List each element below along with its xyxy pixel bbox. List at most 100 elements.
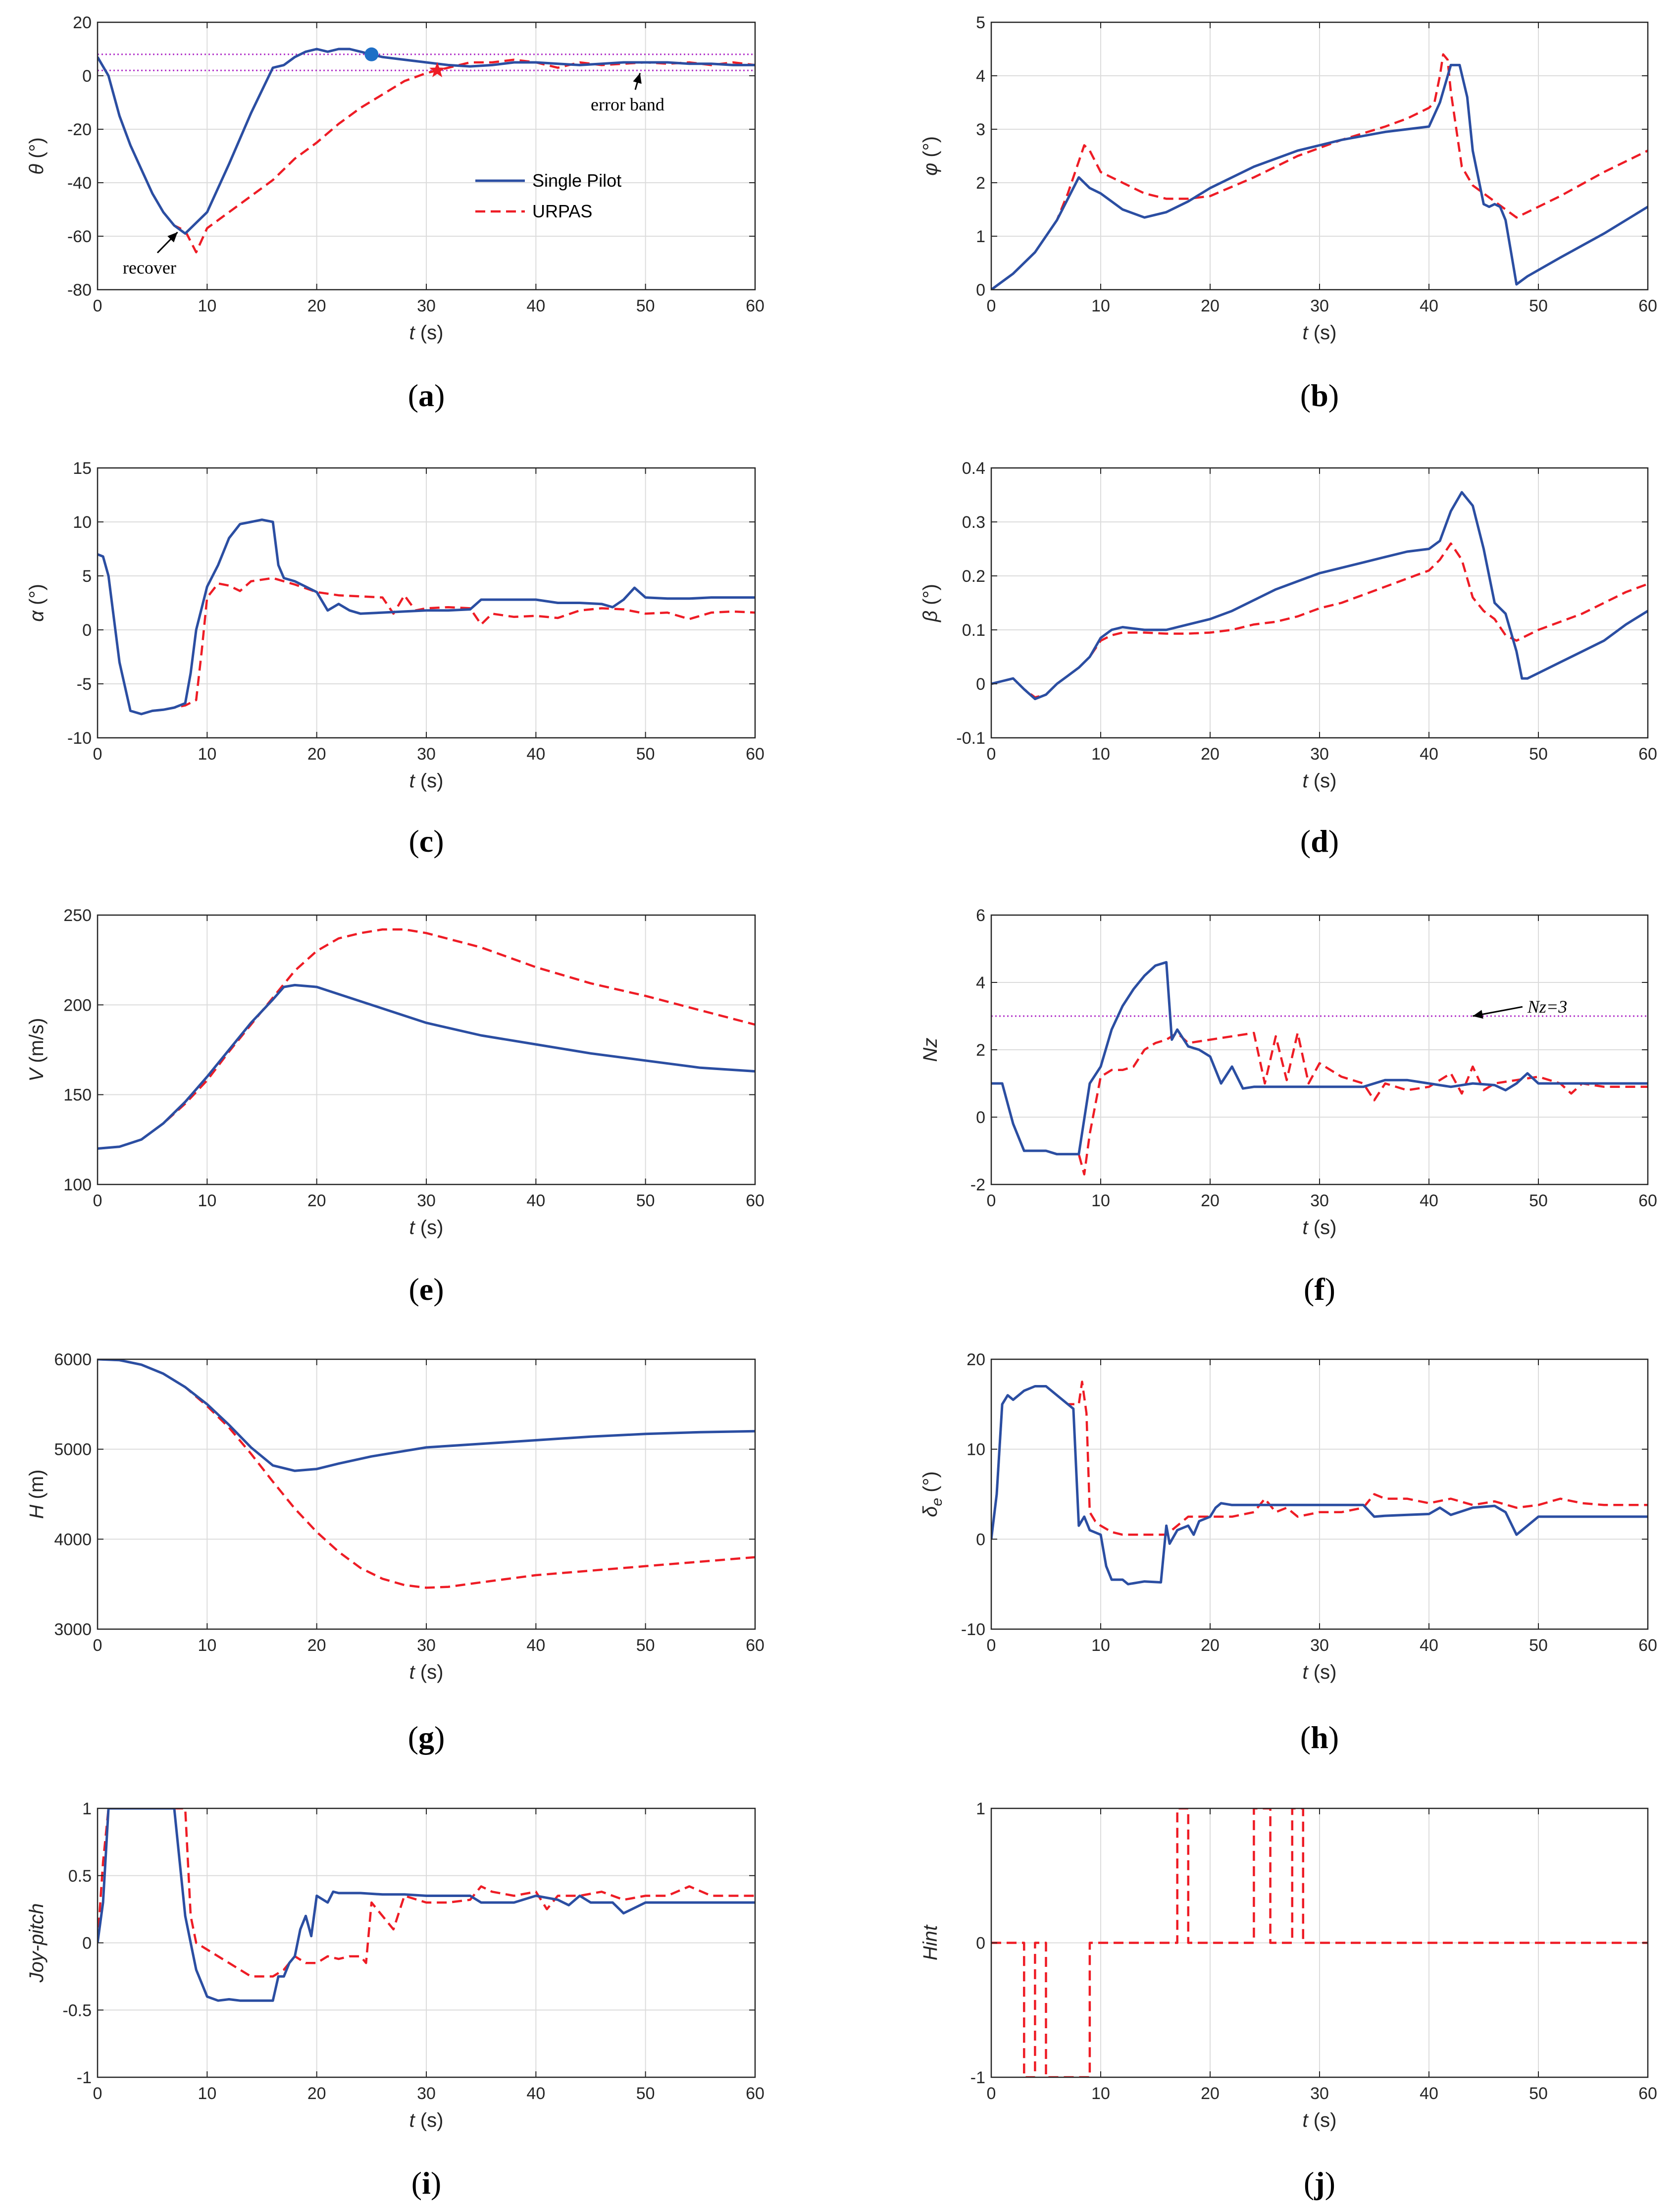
- y-tick-label: 0: [976, 281, 985, 300]
- grid: [991, 468, 1648, 738]
- x-tick-label: 20: [1201, 2084, 1220, 2103]
- x-tick-label: 60: [746, 745, 764, 764]
- y-axis-label: θ (°): [26, 137, 48, 174]
- grid: [98, 1808, 755, 2077]
- grid: [98, 22, 755, 290]
- x-tick-label: 0: [93, 1636, 102, 1655]
- series-line-urpas: [991, 53, 1648, 290]
- x-tick-label: 20: [1201, 1191, 1220, 1210]
- y-tick-label: -0.5: [62, 2001, 92, 2020]
- y-axis-label: δe (°): [919, 1471, 945, 1517]
- panel-label: (i): [411, 2165, 441, 2201]
- grid: [98, 915, 755, 1184]
- x-tick-label: 60: [746, 1191, 764, 1210]
- series-line-single-pilot: [98, 983, 755, 1150]
- y-tick-label: 100: [63, 1176, 92, 1194]
- x-tick-label: 20: [307, 745, 326, 764]
- y-tick-label: -20: [67, 120, 92, 139]
- y-tick-label: 1: [976, 227, 985, 246]
- x-tick-label: 60: [746, 2084, 764, 2103]
- x-tick-label: 0: [93, 745, 102, 764]
- y-axis-label: φ (°): [919, 136, 941, 176]
- x-tick-label: 60: [746, 1636, 764, 1655]
- x-axis-label: t (s): [1303, 1661, 1337, 1683]
- x-tick-label: 20: [307, 1636, 326, 1655]
- series-line-single-pilot: [98, 1359, 755, 1472]
- y-tick-label: 4: [976, 67, 985, 86]
- y-tick-label: -2: [970, 1176, 985, 1194]
- y-axis-label: Nz: [919, 1038, 941, 1062]
- x-tick-label: 10: [1091, 1636, 1110, 1655]
- x-tick-label: 50: [1529, 297, 1548, 315]
- arrow-head: [633, 73, 642, 84]
- series-line-single-pilot: [991, 491, 1648, 700]
- y-axis-label: H (m): [26, 1470, 48, 1519]
- series-line-single-pilot: [991, 961, 1648, 1156]
- x-tick-label: 20: [307, 1191, 326, 1210]
- x-tick-label: 30: [1310, 1636, 1329, 1655]
- y-axis-label: Joy-pitch: [26, 1903, 48, 1983]
- y-tick-label: 20: [73, 13, 92, 32]
- x-axis-label: t (s): [409, 1661, 444, 1683]
- legend-label-single-pilot: Single Pilot: [532, 170, 621, 191]
- series-line-urpas: [991, 1381, 1648, 1540]
- x-tick-label: 0: [987, 297, 996, 315]
- y-tick-label: -1: [970, 2068, 985, 2087]
- y-tick-label: -60: [67, 227, 92, 246]
- panel-e: 0 10 20 30 40 50 60 100 150 200 250 t (s) V (m/s) (e): [26, 906, 764, 1307]
- y-tick-label: 2: [976, 174, 985, 193]
- x-tick-label: 30: [1310, 2084, 1329, 2103]
- y-tick-label: 0.2: [962, 567, 985, 586]
- x-tick-label: 30: [1310, 745, 1329, 764]
- x-tick-label: 40: [1420, 297, 1438, 315]
- series-line-single-pilot: [98, 1808, 755, 2002]
- panel-label: (h): [1300, 1720, 1339, 1755]
- x-tick-label: 0: [987, 2084, 996, 2103]
- x-tick-label: 50: [1529, 1636, 1548, 1655]
- marker-star: [429, 62, 446, 77]
- y-tick-label: 10: [73, 513, 92, 532]
- x-tick-label: 40: [526, 297, 545, 315]
- x-tick-label: 30: [1310, 1191, 1329, 1210]
- y-tick-label: 0: [82, 67, 92, 86]
- series-line-urpas: [991, 542, 1648, 699]
- x-tick-label: 0: [93, 2084, 102, 2103]
- y-tick-label: 0: [976, 1530, 985, 1549]
- y-tick-label: 1: [82, 1799, 92, 1818]
- y-tick-label: -0.1: [956, 729, 985, 748]
- grid: [98, 468, 755, 738]
- y-tick-label: 20: [967, 1350, 985, 1369]
- y-tick-label: 0: [976, 675, 985, 694]
- x-tick-label: 40: [1420, 1636, 1438, 1655]
- y-tick-label: -80: [67, 281, 92, 300]
- y-axis-label: α (°): [26, 584, 48, 622]
- x-tick-label: 10: [1091, 2084, 1110, 2103]
- x-tick-label: 20: [1201, 745, 1220, 764]
- x-tick-label: 50: [636, 297, 655, 315]
- x-tick-label: 10: [198, 297, 216, 315]
- x-tick-label: 40: [526, 745, 545, 764]
- y-tick-label: 0: [976, 1934, 985, 1953]
- x-tick-label: 50: [636, 2084, 655, 2103]
- panel-d: 0 10 20 30 40 50 60-0.100.10.20.30.4t (s)β (°)…: [919, 459, 1657, 859]
- x-tick-label: 10: [198, 1191, 216, 1210]
- series-line-urpas: [991, 1808, 1648, 2077]
- x-tick-label: 60: [1638, 745, 1657, 764]
- series-line-single-pilot: [98, 48, 755, 235]
- annotation-text: Nz=3: [1527, 997, 1567, 1017]
- y-tick-label: 150: [63, 1086, 92, 1105]
- y-tick-label: 4000: [54, 1530, 92, 1549]
- x-tick-label: 0: [93, 297, 102, 315]
- y-tick-label: -10: [67, 729, 92, 748]
- x-tick-label: 60: [1638, 297, 1657, 315]
- y-tick-label: 2: [976, 1041, 985, 1060]
- x-tick-label: 40: [526, 1636, 545, 1655]
- x-tick-label: 60: [1638, 1636, 1657, 1655]
- x-tick-label: 20: [1201, 1636, 1220, 1655]
- y-tick-label: -40: [67, 174, 92, 193]
- series-line-single-pilot: [991, 63, 1648, 290]
- x-tick-label: 0: [93, 1191, 102, 1210]
- x-tick-label: 30: [417, 1191, 436, 1210]
